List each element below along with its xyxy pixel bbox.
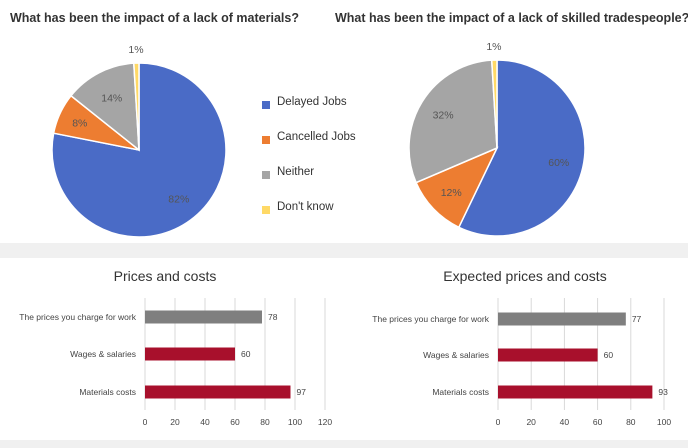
bar-1-bar-0 (145, 310, 262, 324)
legend-label-neither: Neither (277, 166, 315, 178)
bar-2-value-label-0: 77 (632, 314, 642, 324)
bar-2-value-label-2: 93 (658, 387, 668, 397)
pie-2-label-neither: 32% (433, 110, 454, 122)
bar-1-tick-80: 80 (260, 417, 270, 427)
bar-chart-2-title: Expected prices and costs (443, 268, 607, 284)
bar-2-bar-2 (498, 385, 653, 399)
pie-2-slice-delayed (457, 59, 586, 237)
pie-1-slice-delayed (51, 62, 227, 238)
bar-1-value-label-2: 97 (297, 387, 307, 397)
bar-2-tick-100: 100 (657, 417, 671, 427)
pie-1-label-dont-know: 1% (128, 44, 143, 56)
pie-chart-1-title: What has been the impact of a lack of ma… (10, 11, 299, 25)
pie-chart-2-title: What has been the impact of a lack of sk… (335, 11, 688, 25)
bar-2-tick-0: 0 (496, 417, 501, 427)
bar-2-value-label-1: 60 (604, 350, 614, 360)
pie-2-slice-neither (408, 59, 498, 184)
pie-2-slice-dont-know (490, 59, 498, 149)
bar-1-bar-2 (145, 385, 291, 399)
bar-1-tick-0: 0 (143, 417, 148, 427)
pie-1-label-neither: 14% (101, 92, 122, 104)
legend-swatch-cancelled (262, 136, 270, 144)
pie-1-label-cancelled: 8% (72, 118, 87, 130)
bar-1-tick-20: 20 (170, 417, 180, 427)
pie-1-label-delayed: 82% (168, 193, 189, 205)
bar-1-value-label-1: 60 (241, 349, 251, 359)
legend-label-dont-know: Don't know (277, 201, 334, 213)
bar-2-bar-0 (498, 312, 626, 326)
bar-chart-1-title: Prices and costs (113, 268, 217, 284)
pie-1-slice-neither (69, 62, 140, 152)
pie-2-slice-cancelled (415, 146, 499, 229)
bar-1-tick-100: 100 (288, 417, 302, 427)
bar-1-bar-1 (145, 347, 235, 361)
bar-1-category-label-0: The prices you charge for work (19, 312, 136, 322)
pie-2-label-delayed: 60% (548, 157, 569, 169)
pie-2-label-dont-know: 1% (486, 41, 501, 53)
bar-1-category-label-1: Wages & salaries (70, 349, 136, 359)
legend-swatch-neither (262, 171, 270, 179)
bar-2-tick-60: 60 (593, 417, 603, 427)
bar-2-tick-20: 20 (526, 417, 536, 427)
pie-2-label-cancelled: 12% (441, 187, 462, 199)
bar-1-tick-40: 40 (200, 417, 210, 427)
bar-1-tick-120: 120 (318, 417, 332, 427)
pie-1-slice-dont-know (133, 62, 140, 151)
bar-2-tick-40: 40 (560, 417, 570, 427)
bar-2-category-label-0: The prices you charge for work (372, 314, 489, 324)
bar-2-category-label-1: Wages & salaries (423, 350, 489, 360)
legend-label-delayed: Delayed Jobs (277, 96, 347, 108)
bar-2-category-label-2: Materials costs (432, 387, 489, 397)
bar-1-category-label-2: Materials costs (79, 387, 136, 397)
bar-1-tick-60: 60 (230, 417, 240, 427)
legend-label-cancelled: Cancelled Jobs (277, 131, 356, 143)
legend-swatch-dont-know (262, 206, 270, 214)
legend-swatch-delayed (262, 101, 270, 109)
bar-1-value-label-0: 78 (268, 312, 278, 322)
bar-2-bar-1 (498, 348, 598, 362)
bar-2-tick-80: 80 (626, 417, 636, 427)
